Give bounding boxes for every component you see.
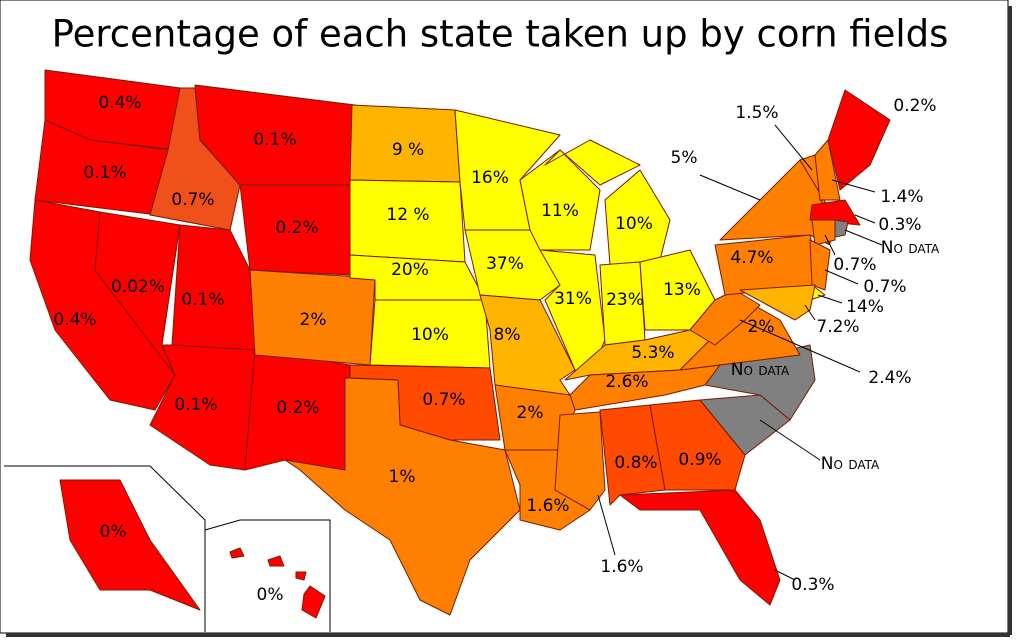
- region-label: 16%: [471, 168, 509, 188]
- leader-line: [817, 294, 843, 304]
- region-label: 0.3%: [791, 575, 834, 595]
- region-label: 10%: [615, 214, 653, 234]
- region-label: 0.2%: [276, 398, 319, 418]
- region-label: 0%: [257, 585, 284, 605]
- leader-line: [774, 569, 796, 581]
- region-label: 1.6%: [526, 496, 569, 516]
- region-label: 12 %: [386, 205, 429, 225]
- region-label: 1.5%: [735, 103, 778, 123]
- region-label: 13%: [663, 280, 701, 300]
- map-title: Percentage of each state taken up by cor…: [52, 13, 949, 56]
- region-label: 10%: [411, 325, 449, 345]
- region-label: No data: [821, 454, 880, 474]
- region: [604, 169, 671, 266]
- region-label: 37%: [486, 254, 524, 274]
- region: [689, 289, 761, 346]
- region: [267, 555, 285, 567]
- region: [301, 585, 326, 619]
- region-label: 0.7%: [863, 277, 906, 297]
- region-label: 2.6%: [605, 372, 648, 392]
- region-label: No data: [881, 238, 940, 258]
- leader-line: [824, 234, 836, 256]
- region-label: 0.9%: [678, 450, 721, 470]
- region-label: 0.7%: [171, 190, 214, 210]
- region-label: 0.2%: [893, 96, 936, 116]
- region: [809, 239, 831, 291]
- region: [284, 377, 521, 616]
- hawaii-inset: [204, 519, 331, 632]
- region-label: 0.1%: [253, 130, 296, 150]
- region-label: 31%: [554, 289, 592, 309]
- region-label: 0.4%: [53, 310, 96, 330]
- region-label: 1%: [389, 467, 416, 487]
- region-label: 0.1%: [181, 290, 224, 310]
- region-label: 2.4%: [868, 368, 911, 388]
- region: [619, 489, 781, 606]
- leader-line: [854, 214, 876, 224]
- leader-line: [597, 494, 616, 556]
- region: [479, 294, 576, 396]
- leader-line: [844, 229, 883, 246]
- region-label: 0.7%: [833, 255, 876, 275]
- region-label: 9 %: [392, 140, 424, 160]
- region-label: 5.3%: [631, 343, 674, 363]
- region-label: 0.8%: [614, 453, 657, 473]
- region: [599, 404, 666, 506]
- leader-line: [774, 124, 813, 171]
- region-label: 5%: [671, 148, 698, 168]
- region-label: 1.6%: [600, 557, 643, 577]
- region-label: 0%: [100, 522, 127, 542]
- region: [59, 479, 201, 611]
- region-label: 0.02%: [111, 277, 165, 297]
- region: [809, 199, 861, 226]
- region: [814, 139, 841, 201]
- region-label: 0.1%: [174, 395, 217, 415]
- region-label: 7.2%: [816, 317, 859, 337]
- leader-line: [831, 179, 876, 193]
- region-label: 2%: [517, 403, 544, 423]
- region: [295, 571, 307, 581]
- region: [554, 411, 606, 511]
- region-label: 2%: [748, 317, 775, 337]
- region: [834, 219, 849, 238]
- leader-line: [759, 419, 821, 461]
- region: [739, 284, 816, 321]
- region-label: 0.3%: [878, 215, 921, 235]
- region: [649, 399, 746, 491]
- region-label: 11%: [541, 201, 579, 221]
- region-label: 4.7%: [730, 248, 773, 268]
- leader-line: [804, 304, 816, 321]
- leader-line: [824, 269, 859, 285]
- region-label: 0.4%: [98, 93, 141, 113]
- region-label: 1.4%: [880, 187, 923, 207]
- region-label: 14%: [846, 297, 884, 317]
- region-label: 23%: [606, 290, 644, 310]
- region-label: 20%: [391, 260, 429, 280]
- region-label: No data: [731, 360, 790, 380]
- leader-line: [739, 319, 861, 373]
- region-label: 0.1%: [83, 163, 126, 183]
- region-label: 0.7%: [422, 390, 465, 410]
- leader-line: [699, 174, 761, 201]
- region: [811, 219, 836, 246]
- region-label: 2%: [300, 310, 327, 330]
- region-label: 0.2%: [275, 218, 318, 238]
- region: [544, 139, 641, 186]
- region: [229, 547, 245, 559]
- region: [464, 229, 561, 301]
- region-label: 8%: [494, 325, 521, 345]
- region: [699, 394, 791, 456]
- alaska-inset: [4, 465, 206, 632]
